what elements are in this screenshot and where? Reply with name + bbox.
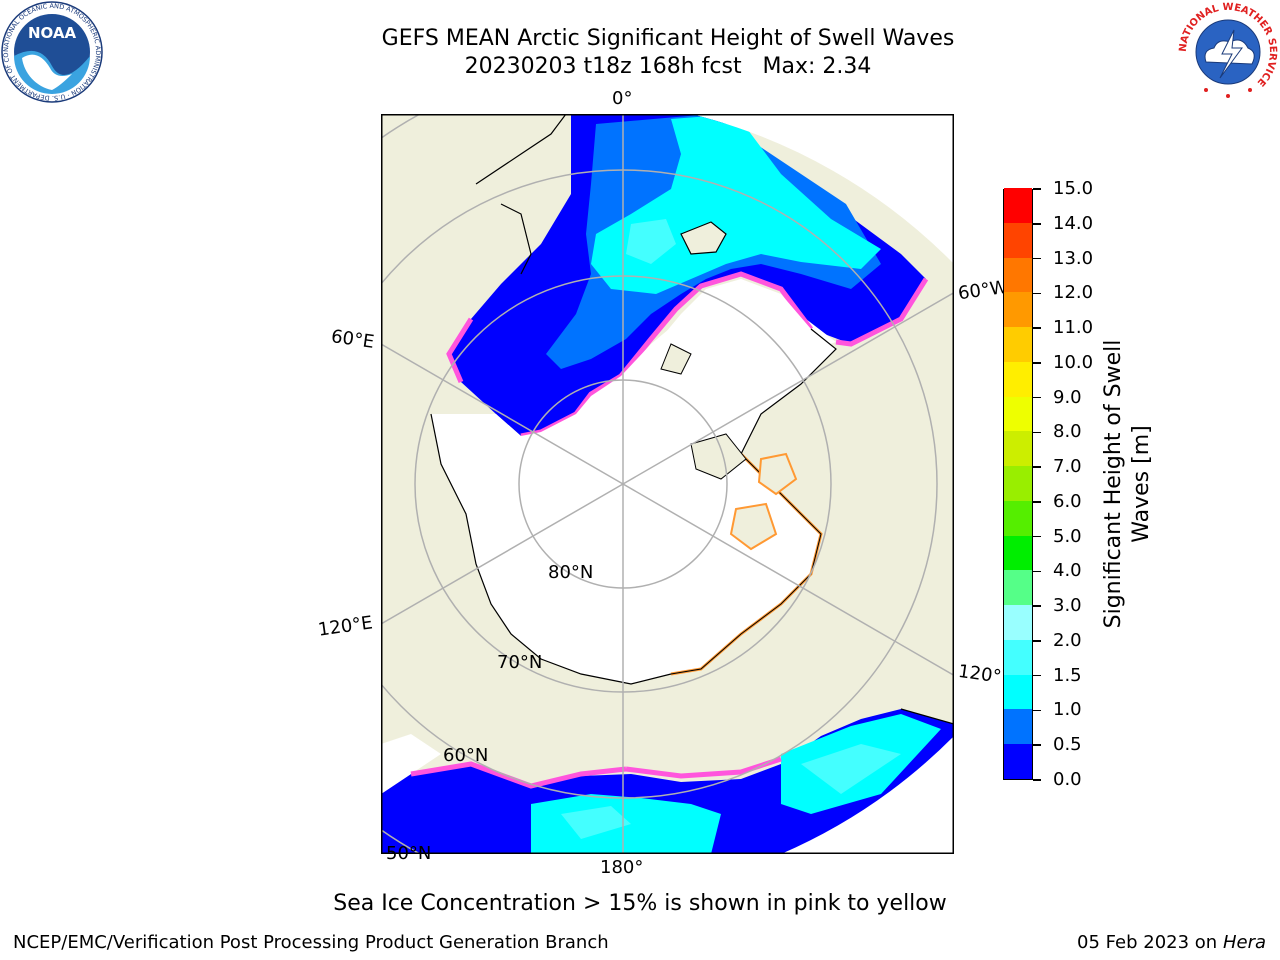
meridian-label: 60°W xyxy=(956,276,1009,305)
chart-title: GEFS MEAN Arctic Significant Height of S… xyxy=(381,26,955,51)
chart-subtitle-run: 20230203 t18z 168h fcst Max: 2.34 xyxy=(464,54,872,79)
colorbar-segment xyxy=(1004,674,1032,710)
parallel-label: 50°N xyxy=(386,843,432,864)
colorbar-tick-label: 5.0 xyxy=(1053,525,1082,547)
colorbar-tick xyxy=(1033,396,1041,399)
colorbar-segment xyxy=(1004,500,1032,536)
meridian-label: 0° xyxy=(612,88,633,109)
colorbar-tick xyxy=(1033,501,1041,503)
colorbar-segment xyxy=(1004,569,1032,606)
footer-date: 05 Feb 2023 on Hera xyxy=(1077,932,1266,953)
colorbar-tick xyxy=(1033,362,1041,364)
meridian-label: 180° xyxy=(600,857,644,878)
polar-map-canvas xyxy=(381,114,954,854)
colorbar-tick xyxy=(1033,188,1041,190)
colorbar-tick-label: 4.0 xyxy=(1053,560,1082,582)
colorbar-tick-label: 11.0 xyxy=(1053,317,1094,339)
footer-date-text: 05 Feb 2023 on xyxy=(1077,932,1218,953)
colorbar-tick-label: 2.0 xyxy=(1053,629,1082,651)
parallel-label: 60°N xyxy=(443,745,489,766)
colorbar-tick-label: 1.5 xyxy=(1053,664,1082,686)
colorbar-tick-label: 10.0 xyxy=(1053,351,1094,373)
colorbar-tick-label: 3.0 xyxy=(1053,595,1082,617)
colorbar-tick-label: 8.0 xyxy=(1053,421,1082,443)
colorbar-segment xyxy=(1004,639,1032,675)
colorbar-segment xyxy=(1004,465,1032,501)
svg-text:NOAA: NOAA xyxy=(28,24,77,42)
colorbar-tick-label: 0.0 xyxy=(1053,769,1082,790)
colorbar-tick xyxy=(1033,779,1041,781)
map-border xyxy=(381,114,954,854)
island xyxy=(680,221,727,255)
colorbar-label-text: Significant Height of Swell Waves [m] xyxy=(1101,339,1154,629)
colorbar-tick xyxy=(1033,292,1041,295)
meridian-label: 60°E xyxy=(329,326,376,353)
colorbar-tick-label: 15.0 xyxy=(1053,178,1094,199)
parallel-label: 80°N xyxy=(548,562,594,583)
colorbar-tick xyxy=(1033,674,1041,677)
meridian-label: 120°E xyxy=(316,612,374,641)
colorbar-tick-label: 14.0 xyxy=(1053,212,1094,234)
colorbar-segment xyxy=(1004,326,1032,362)
colorbar-tick xyxy=(1033,570,1041,573)
colorbar-tick xyxy=(1033,327,1041,329)
colorbar-tick xyxy=(1033,223,1041,225)
colorbar-segment xyxy=(1004,396,1032,432)
colorbar-tick xyxy=(1033,709,1041,712)
colorbar-segment xyxy=(1004,430,1032,467)
colorbar-tick-label: 7.0 xyxy=(1053,456,1082,478)
colorbar-tick xyxy=(1033,466,1041,468)
colorbar xyxy=(1003,187,1033,780)
colorbar-tick xyxy=(1033,257,1041,260)
nws-logo: NATIONAL WEATHER SERVICE xyxy=(1178,2,1278,102)
arctic-ocean xyxy=(431,279,836,684)
colorbar-tick-label: 6.0 xyxy=(1053,490,1082,512)
colorbar-segment xyxy=(1004,361,1032,397)
pacific-swell-field xyxy=(381,708,954,854)
colorbar-segment xyxy=(1004,187,1032,223)
footer-producer: NCEP/EMC/Verification Post Processing Pr… xyxy=(13,932,609,953)
colorbar-tick-label: 0.5 xyxy=(1053,734,1082,756)
colorbar-tick xyxy=(1033,640,1041,642)
footer-host: Hera xyxy=(1222,932,1266,953)
colorbar-tick-label: 1.0 xyxy=(1053,699,1082,721)
sea-ice-note: Sea Ice Concentration > 15% is shown in … xyxy=(333,891,947,916)
colorbar-segment xyxy=(1004,709,1032,745)
colorbar-tick xyxy=(1033,535,1041,538)
colorbar-segment xyxy=(1004,222,1032,258)
colorbar-tick-label: 12.0 xyxy=(1053,282,1094,304)
colorbar-segment xyxy=(1004,257,1032,293)
noaa-logo: NATIONAL OCEANIC AND ATMOSPHERIC ADMINIS… xyxy=(0,0,103,103)
colorbar-tick xyxy=(1033,605,1041,607)
graticule xyxy=(381,114,954,854)
colorbar-segment xyxy=(1004,604,1032,640)
colorbar-segment xyxy=(1004,291,1032,328)
colorbar-tick-label: 9.0 xyxy=(1053,386,1082,408)
colorbar-segment xyxy=(1004,535,1032,571)
colorbar-tick-label: 13.0 xyxy=(1053,247,1094,269)
colorbar-tick xyxy=(1033,744,1041,746)
parallel-label: 70°N xyxy=(497,652,543,673)
colorbar-segment xyxy=(1004,743,1032,779)
colorbar-tick xyxy=(1033,431,1041,434)
polar-map xyxy=(381,114,954,854)
